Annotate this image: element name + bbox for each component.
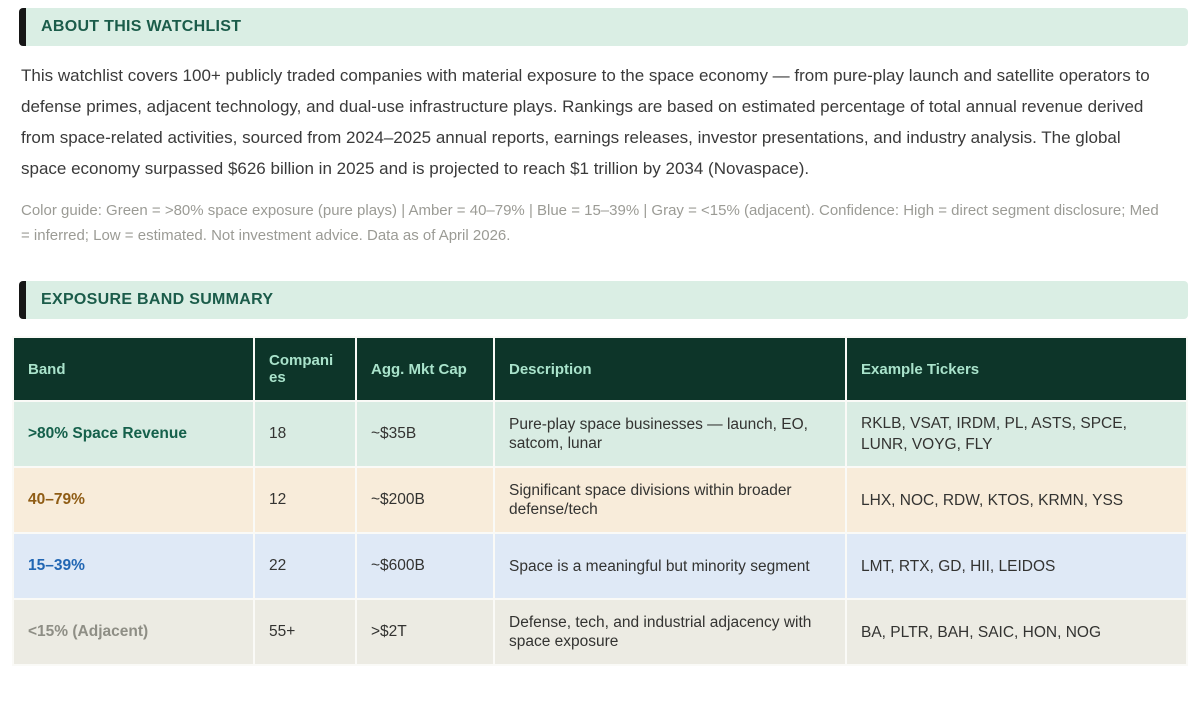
watchlist-page: ABOUT THIS WATCHLIST This watchlist cove… xyxy=(12,8,1188,666)
band-description: Pure-play space businesses — launch, EO,… xyxy=(493,400,847,468)
band-label: 15–39% xyxy=(12,532,255,600)
about-section-title: ABOUT THIS WATCHLIST xyxy=(41,18,242,35)
agg-mkt-cap: ~$200B xyxy=(355,466,495,534)
agg-mkt-cap: >$2T xyxy=(355,598,495,666)
table-row-40-79: 40–79% 12 ~$200B Significant space divis… xyxy=(12,466,1188,534)
companies-count: 12 xyxy=(253,466,357,534)
exposure-band-table: Band Companies Agg. Mkt Cap Description … xyxy=(12,336,1188,666)
table-row-adjacent: <15% (Adjacent) 55+ >$2T Defense, tech, … xyxy=(12,598,1188,666)
column-header-band: Band xyxy=(12,336,255,402)
band-label: <15% (Adjacent) xyxy=(12,598,255,666)
band-label: >80% Space Revenue xyxy=(12,400,255,468)
column-header-companies: Companies xyxy=(253,336,357,402)
column-header-example-tickers: Example Tickers xyxy=(845,336,1188,402)
example-tickers: RKLB, VSAT, IRDM, PL, ASTS, SPCE, LUNR, … xyxy=(845,400,1188,468)
section-header-summary: EXPOSURE BAND SUMMARY xyxy=(19,281,1188,319)
column-header-description: Description xyxy=(493,336,847,402)
band-description: Defense, tech, and industrial adjacency … xyxy=(493,598,847,666)
table-row-pure-play: >80% Space Revenue 18 ~$35B Pure-play sp… xyxy=(12,400,1188,468)
about-section: ABOUT THIS WATCHLIST This watchlist cove… xyxy=(12,8,1188,248)
color-guide-note: Color guide: Green = >80% space exposure… xyxy=(21,202,1159,244)
companies-count: 55+ xyxy=(253,598,357,666)
table-row-15-39: 15–39% 22 ~$600B Space is a meaningful b… xyxy=(12,532,1188,600)
about-paragraph: This watchlist covers 100+ publicly trad… xyxy=(21,66,1150,178)
band-description: Space is a meaningful but minority segme… xyxy=(493,532,847,600)
summary-section: EXPOSURE BAND SUMMARY Band Companies Agg… xyxy=(12,281,1188,666)
section-header-about: ABOUT THIS WATCHLIST xyxy=(19,8,1188,46)
table-header-row: Band Companies Agg. Mkt Cap Description … xyxy=(12,336,1188,402)
example-tickers: LHX, NOC, RDW, KTOS, KRMN, YSS xyxy=(845,466,1188,534)
example-tickers: BA, PLTR, BAH, SAIC, HON, NOG xyxy=(845,598,1188,666)
agg-mkt-cap: ~$600B xyxy=(355,532,495,600)
companies-count: 22 xyxy=(253,532,357,600)
companies-count: 18 xyxy=(253,400,357,468)
band-description: Significant space divisions within broad… xyxy=(493,466,847,534)
band-label: 40–79% xyxy=(12,466,255,534)
example-tickers: LMT, RTX, GD, HII, LEIDOS xyxy=(845,532,1188,600)
summary-section-title: EXPOSURE BAND SUMMARY xyxy=(41,291,274,308)
column-header-mkt-cap: Agg. Mkt Cap xyxy=(355,336,495,402)
agg-mkt-cap: ~$35B xyxy=(355,400,495,468)
